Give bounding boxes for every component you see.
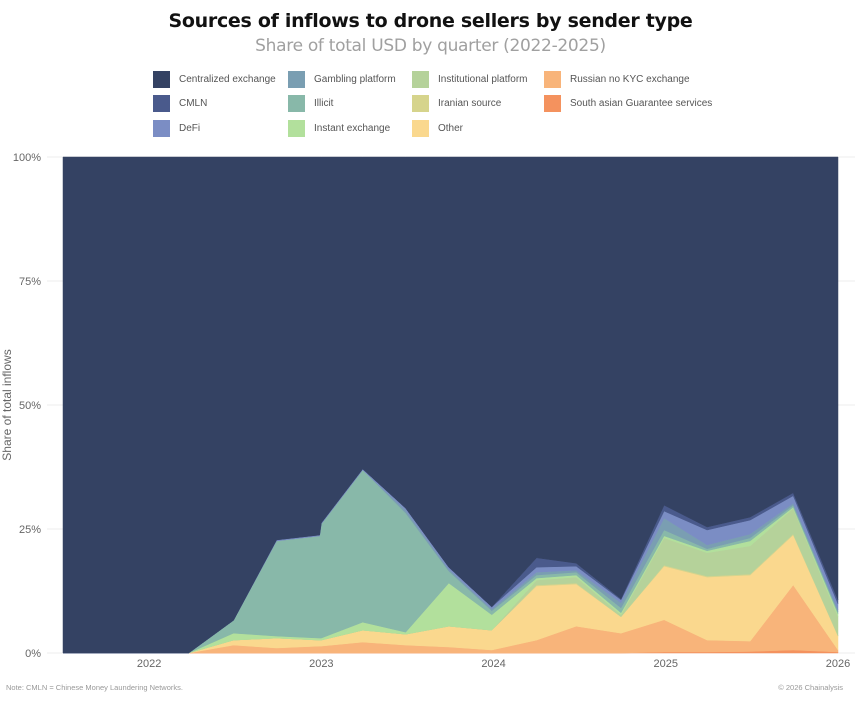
y-axis-label: Share of total inflows: [0, 349, 14, 460]
legend-swatch: [412, 70, 429, 88]
x-axis-ticks: 2022 2023 2024 2025 2026: [137, 658, 850, 670]
x-tick-label: 2022: [137, 658, 161, 670]
legend-item: Other: [412, 119, 463, 137]
legend-label: Instant exchange: [314, 122, 391, 134]
legend-swatch: [288, 70, 305, 88]
stacked-area-chart: 0% 25% 50% 75% 100% 2022 2023 2024 2025 2026 Sha…: [0, 152, 855, 670]
y-tick-label: 50%: [19, 400, 41, 412]
legend-label: Gambling platform: [314, 73, 396, 85]
y-tick-label: 100%: [13, 152, 41, 164]
legend-swatch: [153, 119, 170, 137]
legend-item: CMLN: [153, 95, 207, 113]
area-centralized-exchange: [62, 156, 839, 654]
x-tick-label: 2026: [826, 658, 850, 670]
legend-item: Institutional platform: [412, 70, 528, 88]
area-series: [62, 156, 839, 654]
legend-swatch: [412, 95, 429, 112]
legend-swatch: [153, 95, 170, 112]
legend: Centralized exchange CMLN DeFi Gambling pla…: [153, 70, 753, 140]
footnote: Note: CMLN = Chinese Money Laundering Ne…: [6, 683, 183, 692]
y-axis-ticks: 0% 25% 50% 75% 100%: [13, 152, 41, 660]
legend-swatch: [288, 95, 305, 112]
y-tick-label: 75%: [19, 276, 41, 288]
x-tick-label: 2025: [654, 658, 678, 670]
legend-swatch: [288, 119, 305, 137]
x-tick-label: 2023: [309, 658, 333, 670]
y-tick-label: 0%: [25, 648, 41, 660]
legend-item: DeFi: [153, 119, 200, 137]
legend-item: Centralized exchange: [153, 70, 276, 88]
legend-label: Illicit: [314, 98, 334, 109]
chart-title: Sources of inflows to drone sellers by s…: [168, 10, 693, 32]
legend-label: DeFi: [179, 122, 201, 134]
legend-item: Iranian source: [412, 95, 501, 113]
legend-item: Illicit: [288, 95, 333, 113]
chart-subtitle: Share of total USD by quarter (2022-2025…: [255, 36, 606, 56]
copyright: © 2026 Chainalysis: [778, 683, 843, 692]
legend-item: Russian no KYC exchange: [544, 70, 690, 88]
legend-label: Russian no KYC exchange: [570, 73, 690, 85]
legend-label: Iranian source: [438, 98, 502, 109]
legend-item: Instant exchange: [288, 119, 390, 137]
y-tick-label: 25%: [19, 524, 41, 536]
legend-item: South asian Guarantee services: [544, 95, 712, 113]
legend-label: South asian Guarantee services: [570, 98, 713, 109]
legend-label: Institutional platform: [438, 73, 528, 85]
legend-label: CMLN: [179, 98, 208, 109]
legend-label: Other: [438, 122, 464, 134]
legend-swatch: [153, 70, 170, 88]
x-tick-label: 2024: [481, 658, 505, 670]
legend-swatch: [544, 95, 561, 112]
legend-swatch: [412, 119, 429, 137]
legend-swatch: [544, 70, 561, 88]
legend-label: Centralized exchange: [179, 73, 276, 85]
legend-item: Gambling platform: [288, 70, 396, 88]
